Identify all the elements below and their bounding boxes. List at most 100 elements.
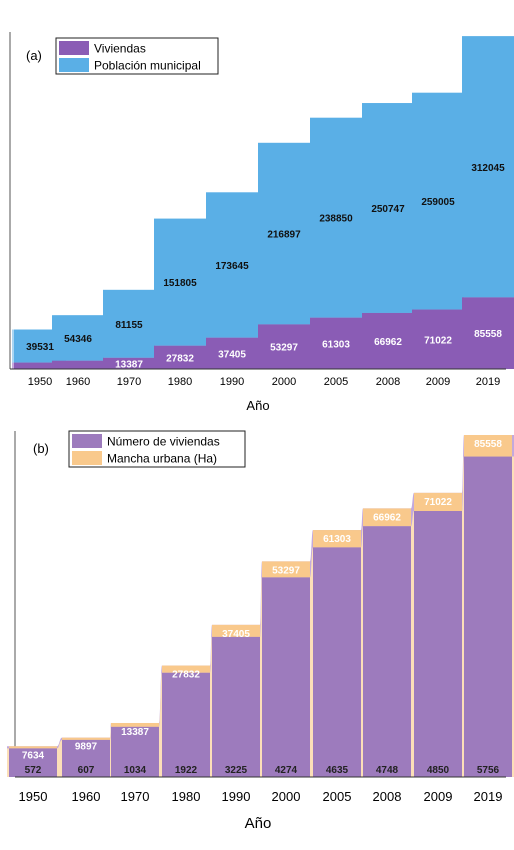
panel-1-bar-mancha-urbana-ha--1960 — [62, 737, 110, 740]
panel-0-bar-poblaci-n-municipal-1990 — [206, 192, 258, 338]
panel-1-x-tick-1990: 1990 — [222, 789, 251, 804]
panel-0-bar-viviendas-2009 — [412, 309, 464, 369]
panel-1-bar-mancha-urbana-ha--1970 — [111, 722, 159, 727]
panel-0-bar-poblaci-n-municipal-1970 — [103, 289, 155, 358]
panel-1-label-bottom-1990: 3225 — [225, 765, 248, 776]
panel-1-panel-label: (b) — [33, 441, 49, 456]
panel-1-bar-n-mero-de-viviendas-1980 — [162, 672, 210, 777]
panel-1-label-top-1990: 37405 — [222, 629, 250, 640]
panel-1-bar-n-mero-de-viviendas-2000 — [262, 577, 310, 777]
panel-1-x-tick-1950: 1950 — [19, 789, 48, 804]
panel-0-label-top-1980: 151805 — [163, 278, 197, 289]
panel-1-bar-mancha-urbana-ha--1980 — [162, 665, 210, 673]
panel-0-x-tick-1950: 1950 — [28, 376, 52, 388]
panel-1-label-top-1970: 13387 — [121, 727, 149, 738]
panel-1-x-tick-1980: 1980 — [172, 789, 201, 804]
panel-0-label-bottom-2000: 53297 — [270, 343, 298, 354]
panel-1-x-tick-2009: 2009 — [424, 789, 453, 804]
panel-0-bar-poblaci-n-municipal-1980 — [154, 218, 206, 346]
panel-1-label-top-1950: 7634 — [22, 750, 45, 761]
panel-1-x-tick-2008: 2008 — [373, 789, 402, 804]
panel-0-bar-poblaci-n-municipal-2019 — [462, 36, 514, 298]
panel-0-label-top-1950: 39531 — [26, 342, 54, 353]
panel-1-label-bottom-1970: 1034 — [124, 765, 147, 776]
panel-1-bar-mancha-urbana-ha--2009 — [414, 492, 462, 511]
panel-0-bar-viviendas-1990 — [206, 337, 258, 369]
panel-0-x-tick-2005: 2005 — [324, 376, 348, 388]
panel-1-bar-n-mero-de-viviendas-1960 — [62, 739, 110, 777]
panel-0-bar-poblaci-n-municipal-2009 — [412, 92, 464, 310]
panel-1-label-bottom-2019: 5756 — [477, 765, 500, 776]
panel-1-label-bottom-1960: 607 — [78, 765, 95, 776]
panel-0-legend-swatch-1 — [59, 58, 89, 72]
panel-0-x-tick-2000: 2000 — [272, 376, 296, 388]
panel-1-bar-mancha-urbana-ha--2008 — [363, 508, 411, 527]
panel-0-label-top-1960: 54346 — [64, 334, 92, 345]
panel-0-label-bottom-2008: 66962 — [374, 337, 402, 348]
panel-0-label-bottom-2009: 71022 — [424, 335, 452, 346]
panel-1-bar-mancha-urbana-ha--2005 — [313, 530, 361, 548]
panel-0-label-top-2000: 216897 — [267, 230, 301, 241]
panel-0-bar-viviendas-1950 — [14, 362, 66, 369]
panel-1-bar-n-mero-de-viviendas-2019 — [464, 456, 512, 777]
panel-1-bar-n-mero-de-viviendas-1950 — [9, 748, 57, 777]
panel-1-legend-entry-0: Número de viviendas — [107, 435, 220, 449]
panel-0-bar-viviendas-2000 — [258, 324, 310, 369]
panel-1-label-bottom-2000: 4274 — [275, 765, 298, 776]
panel-0-bar-poblaci-n-municipal-2008 — [362, 103, 414, 313]
panel-0-bar-poblaci-n-municipal-2005 — [310, 117, 362, 318]
panel-0-label-top-2019: 312045 — [471, 163, 505, 174]
panel-0-x-axis-title: Año — [246, 398, 269, 413]
panel-0-x-tick-2019: 2019 — [476, 376, 500, 388]
panel-1-x-tick-2019: 2019 — [474, 789, 503, 804]
panel-0-label-top-1990: 173645 — [215, 261, 249, 272]
panel-1-legend-swatch-1 — [72, 451, 102, 465]
panel-0-legend-swatch-0 — [59, 41, 89, 55]
panel-1-bar-n-mero-de-viviendas-1990 — [212, 636, 260, 777]
panel-1-label-top-2009: 71022 — [424, 497, 452, 508]
panel-0-bar-viviendas-1960 — [52, 360, 104, 369]
panel-0-label-top-2008: 250747 — [371, 204, 405, 215]
panel-1-label-bottom-2005: 4635 — [326, 765, 349, 776]
panel-1-label-bottom-2009: 4850 — [427, 765, 450, 776]
panel-0-bar-viviendas-1980 — [154, 345, 206, 369]
panel-1-label-top-2008: 66962 — [373, 512, 401, 523]
panel-0-x-tick-1970: 1970 — [117, 376, 141, 388]
panel-0-bar-poblaci-n-municipal-2000 — [258, 142, 310, 325]
panel-1-x-tick-1970: 1970 — [121, 789, 150, 804]
panel-1-bar-n-mero-de-viviendas-2008 — [363, 526, 411, 777]
panel-1-label-top-1960: 9897 — [75, 742, 98, 753]
panel-1-x-tick-2000: 2000 — [272, 789, 301, 804]
panel-0-label-bottom-1990: 37405 — [218, 349, 246, 360]
panel-1-legend-swatch-0 — [72, 434, 102, 448]
panel-0-bar-viviendas-2005 — [310, 317, 362, 369]
panel-0-panel-label: (a) — [26, 48, 42, 63]
panel-0-x-tick-1980: 1980 — [168, 376, 192, 388]
panel-1-bar-n-mero-de-viviendas-2009 — [414, 511, 462, 777]
panel-0-label-bottom-2019: 85558 — [474, 329, 502, 340]
panel-0-x-tick-1960: 1960 — [66, 376, 90, 388]
panel-0-x-tick-2008: 2008 — [376, 376, 400, 388]
panel-0-label-bottom-1980: 27832 — [166, 353, 194, 364]
panel-1-bar-mancha-urbana-ha--1950 — [9, 746, 57, 749]
panel-0-bar-viviendas-1970 — [103, 357, 155, 369]
panel-1-x-tick-1960: 1960 — [72, 789, 101, 804]
panel-0-x-tick-1990: 1990 — [220, 376, 244, 388]
panel-1-bar-n-mero-de-viviendas-1970 — [111, 726, 159, 777]
panel-1-label-top-1980: 27832 — [172, 670, 200, 681]
panel-1-label-bottom-1980: 1922 — [175, 765, 198, 776]
panel-1-legend-entry-1: Mancha urbana (Ha) — [107, 452, 217, 466]
panel-1-bar-mancha-urbana-ha--2000 — [262, 561, 310, 578]
panel-1-label-bottom-1950: 572 — [25, 765, 42, 776]
panel-1-label-bottom-2008: 4748 — [376, 765, 399, 776]
panel-0-legend-entry-1: Población municipal — [94, 59, 201, 73]
panel-1-label-top-2019: 85558 — [474, 439, 502, 450]
panel-1-bar-n-mero-de-viviendas-2005 — [313, 547, 361, 777]
panel-0-label-top-2009: 259005 — [421, 197, 455, 208]
panel-0-bar-poblaci-n-municipal-1960 — [52, 315, 104, 361]
panel-0-label-bottom-1970: 13387 — [115, 359, 143, 370]
panel-0-legend-entry-0: Viviendas — [94, 42, 146, 56]
panel-1-bar-mancha-urbana-ha--2019 — [464, 435, 512, 457]
panel-1-x-tick-2005: 2005 — [323, 789, 352, 804]
